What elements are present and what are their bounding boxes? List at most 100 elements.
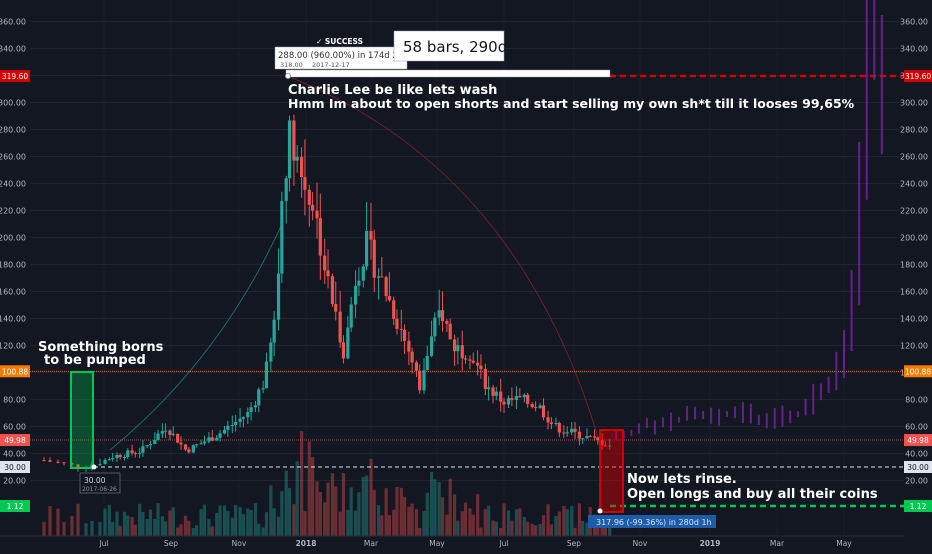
volume-bar bbox=[549, 524, 554, 536]
price-tag-text: 319.60 bbox=[2, 72, 28, 81]
volume-bar bbox=[207, 519, 211, 536]
price-tick-label: 240.00 bbox=[900, 180, 928, 189]
volume-bar bbox=[471, 514, 475, 536]
candle-body bbox=[115, 454, 119, 459]
candle-body bbox=[557, 422, 561, 433]
time-axis[interactable]: Jul Sep Nov 2018 Mar May Jul Sep Nov 2019 Mar May bbox=[98, 539, 852, 548]
price-tag-text: 100.88 bbox=[905, 367, 931, 376]
candle-body bbox=[502, 401, 506, 405]
candle-body bbox=[418, 370, 422, 391]
candle-body bbox=[284, 178, 288, 201]
target-bar[interactable] bbox=[285, 69, 611, 78]
volume-bar bbox=[538, 523, 542, 536]
candle-body bbox=[476, 362, 480, 366]
volume-bar bbox=[577, 503, 582, 536]
price-tick-label: 180.00 bbox=[900, 261, 928, 270]
volume-bar bbox=[107, 504, 112, 536]
volume-bar bbox=[349, 487, 353, 536]
volume-bar bbox=[407, 506, 411, 536]
volume-bar bbox=[603, 520, 607, 536]
start-price-text: 30.00 bbox=[84, 476, 106, 485]
volume-bar bbox=[392, 509, 396, 536]
price-tick-label: 160.00 bbox=[0, 288, 26, 297]
volume-bar bbox=[491, 520, 495, 536]
candle-body bbox=[448, 323, 452, 340]
volume-bar bbox=[141, 511, 145, 536]
candle-body bbox=[234, 421, 238, 426]
candle-body bbox=[402, 329, 407, 341]
price-tick-label: 220.00 bbox=[0, 207, 26, 216]
price-tag-bg bbox=[0, 70, 30, 83]
volume-bar bbox=[452, 494, 457, 536]
volume-bar bbox=[361, 476, 365, 536]
rinse-zone-box[interactable] bbox=[599, 429, 624, 513]
candle-body bbox=[246, 412, 250, 418]
volume-bar bbox=[292, 504, 296, 536]
volume-bar bbox=[372, 489, 376, 536]
candle-body bbox=[187, 449, 191, 453]
candle-body bbox=[437, 310, 441, 318]
price-tag-text: 319.60 bbox=[905, 72, 931, 81]
candle-body bbox=[264, 361, 269, 389]
candle-body bbox=[573, 428, 577, 432]
volume-bar bbox=[303, 511, 307, 536]
candle-body bbox=[603, 445, 607, 447]
drop-tooltip-text: 317.96 (-99.36%) in 280d 1h bbox=[596, 518, 712, 527]
volume-bar bbox=[284, 470, 288, 536]
volume-bar bbox=[546, 504, 550, 536]
candle-body bbox=[148, 444, 153, 446]
price-tag-text: 100.88 bbox=[2, 367, 28, 376]
candle-body bbox=[538, 405, 542, 409]
target-point-marker[interactable] bbox=[285, 73, 291, 79]
candle-body bbox=[577, 431, 582, 439]
volume-bar bbox=[318, 491, 322, 536]
volume-bar bbox=[234, 505, 238, 536]
candle-body bbox=[269, 342, 273, 362]
price-tag-bg bbox=[904, 365, 932, 378]
volume-bar bbox=[429, 472, 434, 536]
candle-body bbox=[62, 462, 66, 464]
time-tick-label: Jul bbox=[498, 539, 508, 548]
volume-bar bbox=[115, 511, 119, 536]
volume-bar bbox=[210, 526, 214, 536]
volume-bar bbox=[176, 527, 180, 536]
candle-body bbox=[479, 365, 483, 370]
volume-bar bbox=[334, 486, 338, 536]
volume-bar bbox=[585, 522, 589, 536]
candle-body bbox=[199, 443, 203, 445]
candle-body bbox=[341, 342, 346, 359]
candle-body bbox=[318, 218, 322, 256]
start-point-marker[interactable] bbox=[91, 464, 97, 470]
candle-body bbox=[98, 463, 102, 465]
price-tick-label: 160.00 bbox=[900, 288, 928, 297]
volume-bar bbox=[518, 508, 522, 536]
price-tick-label: 260.00 bbox=[900, 153, 928, 162]
candlestick-series bbox=[42, 114, 612, 472]
candle-body bbox=[253, 405, 258, 408]
candle-body bbox=[361, 266, 365, 281]
price-tick-label: 280.00 bbox=[0, 126, 26, 135]
price-tick-label: 120.00 bbox=[900, 342, 928, 351]
candle-body bbox=[195, 444, 199, 446]
end-point-marker[interactable] bbox=[597, 508, 603, 514]
price-tick-label: 300.00 bbox=[900, 99, 928, 108]
volume-bar bbox=[418, 527, 422, 536]
pump-zone-box[interactable] bbox=[70, 371, 94, 469]
volume-bar bbox=[272, 508, 276, 536]
candle-body bbox=[338, 311, 342, 343]
candle-body bbox=[380, 276, 384, 278]
volume-bar bbox=[387, 515, 391, 536]
candle-body bbox=[463, 358, 468, 360]
candle-body bbox=[562, 432, 566, 434]
volume-bar bbox=[163, 521, 168, 536]
measure-label: 58 bars, 290d bbox=[403, 38, 507, 56]
candle-body bbox=[133, 453, 137, 455]
candle-body bbox=[141, 446, 145, 453]
candle-body bbox=[387, 296, 391, 301]
grid-lines bbox=[30, 0, 904, 536]
candle-body bbox=[372, 239, 376, 278]
volume-bar bbox=[160, 516, 164, 536]
candle-body bbox=[153, 440, 157, 445]
